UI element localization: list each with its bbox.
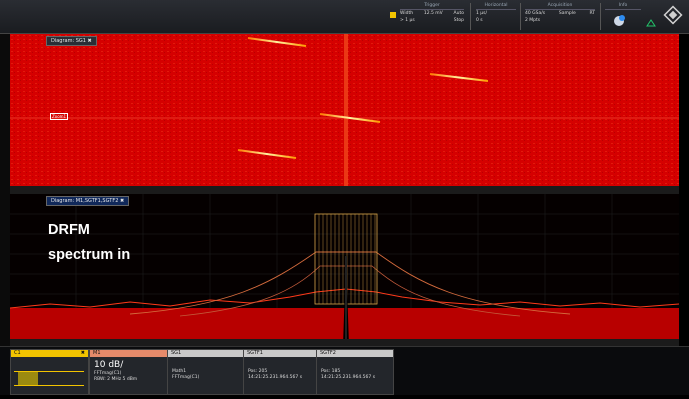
record-length: 2 Mpts [525, 18, 541, 23]
trigger-width: > 1 µs [400, 18, 415, 23]
close-icon[interactable]: ✖ [80, 350, 85, 356]
sgtf1-pos: Pos: 205 [248, 369, 268, 374]
time-scale: 1 µs/ [476, 11, 488, 16]
m1-header: M1 [90, 350, 167, 357]
c1-header: C1 ✖ [11, 350, 88, 357]
divider [520, 3, 521, 30]
info-panel[interactable]: Info [605, 2, 641, 10]
sgtf1-time: 14:21:25.231.964.567 s [248, 375, 303, 380]
channel-sg1[interactable]: SG1 Math1 FFTmag(C1) [167, 349, 244, 395]
annotation-text: DRFM spectrum in [48, 218, 130, 268]
sgtf1-header: SGTF1 [244, 350, 316, 357]
m1-body: 10 dB/ FFTmag(C1) RBW: 2 MHz 5 dBm [90, 357, 167, 385]
horizontal-header: Horizontal [476, 2, 516, 10]
sg1-line-2: FFTmag(C1) [172, 375, 200, 380]
divider [470, 3, 471, 30]
sg1-body: Math1 FFTmag(C1) [168, 357, 243, 383]
rs-logo-icon[interactable] [662, 4, 684, 26]
top-toolbar: Trigger Width 12.5 mV Auto > 1 µs Stop H… [0, 0, 689, 34]
sgtf1-body: Pos: 205 14:21:25.231.964.567 s [244, 357, 316, 383]
spectrogram-tab[interactable]: Diagram: SG1 ✖ [46, 36, 97, 46]
zoom-marker[interactable]: Zoom1 [50, 113, 69, 120]
sg1-line-1: Math1 [172, 369, 187, 374]
spectrogram-panel[interactable]: Diagram: SG1 ✖ Zoom1 [10, 34, 679, 186]
trigger-channel-indicator[interactable] [390, 12, 396, 18]
trigger-header: Trigger [400, 2, 464, 10]
spectrogram-graphic [10, 34, 679, 186]
acq-type: RT [589, 11, 595, 16]
divider [600, 3, 601, 30]
m1-source: FFTmag(C1) [94, 371, 122, 376]
acquisition-row-1: 40 GSa/s Sample RT [525, 10, 595, 17]
sg1-header: SG1 [168, 350, 243, 357]
channel-m1[interactable]: M1 10 dB/ FFTmag(C1) RBW: 2 MHz 5 dBm [89, 349, 168, 395]
trigger-type: Width [400, 11, 414, 16]
trigger-level: 12.5 mV [423, 11, 443, 16]
sgtf2-time: 14:21:25.231.964.567 s [321, 375, 376, 380]
c1-label: C1 [14, 350, 21, 356]
channel-c1[interactable]: C1 ✖ [10, 349, 89, 395]
acquisition-info[interactable]: Acquisition 40 GSa/s Sample RT 2 Mpts [525, 2, 595, 24]
bottom-x-axis [10, 339, 679, 347]
spectrum-graphic [10, 194, 679, 346]
sgtf2-pos: Pos: 185 [321, 369, 341, 374]
channel-sgtf1[interactable]: SGTF1 Pos: 205 14:21:25.231.964.567 s [243, 349, 317, 395]
m1-rbw: RBW: 2 MHz 5 dBm [94, 377, 138, 382]
run-state: Stop [453, 18, 464, 23]
m1-scale: 10 dB/ [94, 360, 124, 370]
c1-waveform-thumbnail [14, 371, 84, 386]
trigger-mode: Auto [453, 11, 464, 16]
acq-mode: Sample [558, 11, 576, 16]
trigger-row-2: > 1 µs Stop [400, 17, 464, 24]
top-x-axis [10, 186, 679, 194]
spectrum-tab[interactable]: Diagram: M1,SGTF1,SGTF2 ✖ [46, 196, 130, 206]
acquisition-header: Acquisition [525, 2, 595, 10]
trigger-row-1: Width 12.5 mV Auto [400, 10, 464, 17]
sample-rate: 40 GSa/s [525, 11, 546, 16]
user-info-icon[interactable] [612, 13, 626, 27]
info-header: Info [605, 2, 641, 10]
annotation-line-1: DRFM [48, 222, 90, 238]
triangle-icon[interactable] [646, 19, 656, 27]
channel-sgtf2[interactable]: SGTF2 Pos: 185 14:21:25.231.964.567 s [316, 349, 394, 395]
annotation-line-2: spectrum in [48, 247, 131, 263]
spectrum-panel[interactable]: Diagram: M1,SGTF1,SGTF2 ✖ [10, 194, 679, 346]
trigger-info[interactable]: Trigger Width 12.5 mV Auto > 1 µs Stop [400, 2, 464, 24]
sgtf2-body: Pos: 185 14:21:25.231.964.567 s [317, 357, 393, 383]
y-axis-strip [0, 34, 10, 346]
horizontal-info[interactable]: Horizontal 1 µs/ 0 s [476, 2, 516, 24]
sgtf2-header: SGTF2 [317, 350, 393, 357]
time-position: 0 s [476, 18, 483, 23]
